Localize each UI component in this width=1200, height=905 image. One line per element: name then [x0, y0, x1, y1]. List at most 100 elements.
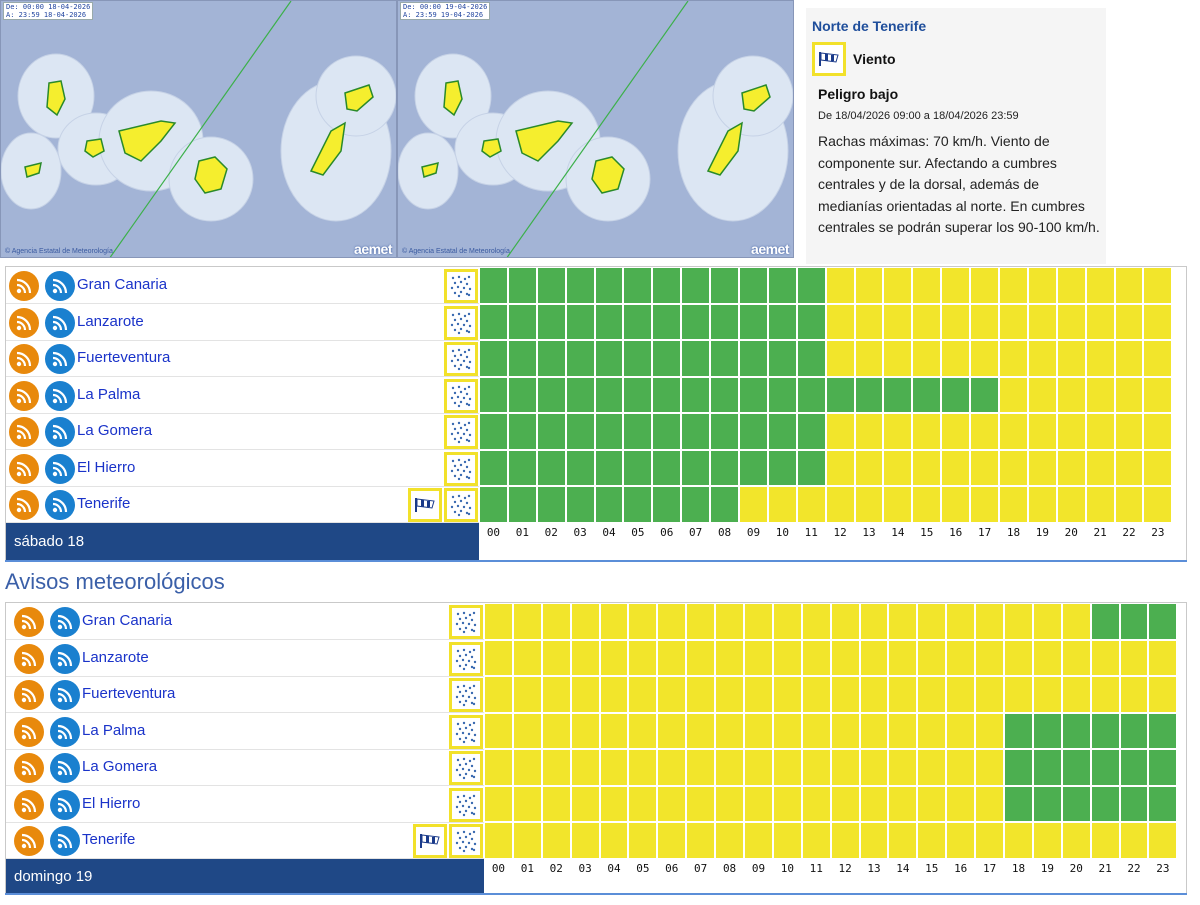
hour-cell[interactable] — [1143, 303, 1173, 340]
hour-cell[interactable] — [854, 303, 884, 340]
hour-cell[interactable] — [946, 822, 976, 859]
hour-cell[interactable] — [1056, 376, 1086, 413]
island-link[interactable]: Lanzarote — [77, 312, 144, 330]
rss-feed-icon[interactable] — [14, 680, 44, 710]
hour-cell[interactable] — [536, 486, 566, 523]
hour-cell[interactable] — [1085, 340, 1115, 377]
hour-cell[interactable] — [917, 749, 947, 786]
coastal-phenomena-icon[interactable] — [449, 824, 483, 858]
hour-cell[interactable] — [565, 376, 595, 413]
coastal-phenomena-icon[interactable] — [444, 378, 478, 413]
hour-cell[interactable] — [970, 486, 1000, 523]
coastal-phenomena-icon[interactable] — [444, 451, 478, 486]
hour-cell[interactable] — [599, 785, 629, 822]
hour-cell[interactable] — [652, 303, 682, 340]
hour-cell[interactable] — [541, 785, 571, 822]
hour-cell[interactable] — [999, 376, 1028, 413]
island-link[interactable]: Gran Canaria — [77, 276, 168, 293]
hour-cell[interactable] — [883, 303, 913, 340]
hour-cell[interactable] — [772, 749, 802, 786]
hour-cell[interactable] — [623, 340, 653, 377]
hour-cell[interactable] — [681, 413, 711, 450]
hour-cell[interactable] — [686, 712, 716, 749]
hour-cell[interactable] — [1143, 449, 1173, 486]
hour-cell[interactable] — [570, 639, 600, 676]
rss-feed-icon[interactable] — [14, 753, 44, 783]
hour-cell[interactable] — [570, 749, 600, 786]
hour-cell[interactable] — [484, 603, 513, 640]
hour-cell[interactable] — [594, 340, 624, 377]
hour-cell[interactable] — [970, 413, 1000, 450]
island-link[interactable]: La Gomera — [77, 422, 153, 439]
hour-cell[interactable] — [970, 267, 1000, 304]
hour-cell[interactable] — [1032, 676, 1062, 713]
hour-cell[interactable] — [888, 712, 918, 749]
hour-cell[interactable] — [512, 639, 542, 676]
warning-map-sunday[interactable]: De: 00:00 19-04-2026 A: 23:59 19-04-2026… — [397, 0, 794, 258]
hour-cell[interactable] — [599, 639, 629, 676]
hour-cell[interactable] — [825, 486, 855, 523]
hour-cell[interactable] — [536, 267, 566, 304]
hour-cell[interactable] — [710, 376, 740, 413]
hour-cell[interactable] — [1027, 449, 1057, 486]
hour-cell[interactable] — [1085, 376, 1115, 413]
hour-cell[interactable] — [686, 749, 716, 786]
hour-cell[interactable] — [1119, 676, 1149, 713]
hour-cell[interactable] — [1143, 340, 1173, 377]
hour-cell[interactable] — [1119, 603, 1149, 640]
hour-cell[interactable] — [623, 267, 653, 304]
rss-feed-icon[interactable] — [45, 271, 75, 301]
hour-cell[interactable] — [999, 340, 1028, 377]
hour-cell[interactable] — [1090, 676, 1120, 713]
hour-cell[interactable] — [512, 785, 542, 822]
hour-cell[interactable] — [628, 603, 658, 640]
hour-cell[interactable] — [744, 822, 773, 859]
hour-cell[interactable] — [854, 267, 884, 304]
hour-cell[interactable] — [772, 676, 802, 713]
hour-cell[interactable] — [652, 413, 682, 450]
hour-cell[interactable] — [594, 303, 624, 340]
hour-cell[interactable] — [1032, 749, 1062, 786]
hour-cell[interactable] — [854, 413, 884, 450]
hour-cell[interactable] — [541, 712, 571, 749]
hour-cell[interactable] — [1085, 267, 1115, 304]
hour-cell[interactable] — [825, 449, 855, 486]
hour-cell[interactable] — [1114, 340, 1144, 377]
hour-cell[interactable] — [912, 267, 942, 304]
hour-cell[interactable] — [1027, 413, 1057, 450]
hour-cell[interactable] — [946, 749, 976, 786]
hour-cell[interactable] — [512, 712, 542, 749]
hour-cell[interactable] — [888, 785, 918, 822]
hour-cell[interactable] — [801, 676, 831, 713]
hour-cell[interactable] — [859, 749, 889, 786]
hour-cell[interactable] — [1056, 340, 1086, 377]
hour-cell[interactable] — [1148, 676, 1178, 713]
hour-cell[interactable] — [681, 376, 711, 413]
hour-cell[interactable] — [1061, 603, 1091, 640]
hour-cell[interactable] — [710, 303, 740, 340]
hour-cell[interactable] — [715, 785, 745, 822]
hour-cell[interactable] — [1027, 303, 1057, 340]
hour-cell[interactable] — [541, 603, 571, 640]
hour-cell[interactable] — [883, 449, 913, 486]
rss-feed-icon[interactable] — [45, 344, 75, 374]
hour-cell[interactable] — [686, 603, 716, 640]
hour-cell[interactable] — [1143, 413, 1173, 450]
hour-cell[interactable] — [1114, 449, 1144, 486]
hour-cell[interactable] — [541, 639, 571, 676]
hour-cell[interactable] — [1114, 267, 1144, 304]
hour-cell[interactable] — [1090, 785, 1120, 822]
hour-cell[interactable] — [941, 376, 971, 413]
hour-cell[interactable] — [970, 376, 1000, 413]
hour-cell[interactable] — [801, 712, 831, 749]
hour-cell[interactable] — [912, 340, 942, 377]
hour-cell[interactable] — [594, 413, 624, 450]
hour-cell[interactable] — [1148, 639, 1178, 676]
hour-cell[interactable] — [796, 376, 826, 413]
hour-cell[interactable] — [536, 303, 566, 340]
hour-cell[interactable] — [715, 749, 745, 786]
hour-cell[interactable] — [479, 413, 508, 450]
hour-cell[interactable] — [999, 486, 1028, 523]
hour-cell[interactable] — [484, 639, 513, 676]
hour-cell[interactable] — [1114, 303, 1144, 340]
